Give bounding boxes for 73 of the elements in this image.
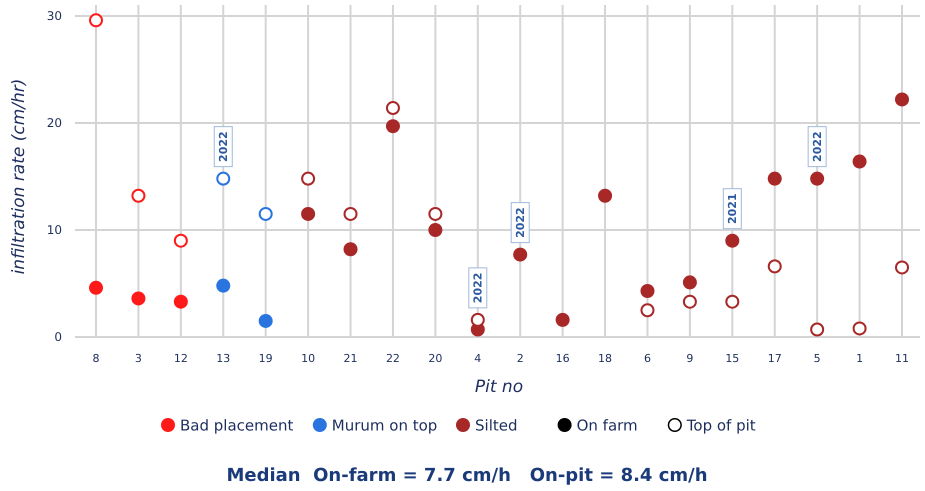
- point: [852, 321, 867, 336]
- point: [640, 303, 654, 318]
- annotation: 2022: [811, 131, 824, 162]
- x-tick-label: 10: [301, 352, 316, 365]
- x-tick-label: 21: [344, 352, 358, 365]
- point: [258, 314, 273, 328]
- text: On farm: [576, 416, 638, 434]
- point: [386, 101, 400, 116]
- y-tick-label: 30: [46, 9, 62, 24]
- point: [682, 275, 697, 290]
- x-tick-label: 6: [644, 352, 651, 365]
- point: [428, 206, 442, 221]
- point: [89, 280, 103, 295]
- point: [344, 242, 358, 256]
- text: Median On-farm = 7.7 cm/h On-pit = 8.4 cm/h: [226, 465, 708, 486]
- point: [344, 206, 358, 221]
- x-tick-label: 19: [258, 352, 273, 365]
- point: [895, 92, 909, 106]
- x-axis-title: Pit no: [474, 377, 524, 397]
- x-tick-label: 8: [92, 352, 100, 365]
- point: [768, 172, 782, 186]
- point: [131, 291, 146, 306]
- point: [428, 223, 442, 237]
- point: [682, 294, 697, 309]
- x-tick-label: 4: [474, 352, 482, 365]
- point: [386, 119, 400, 134]
- point: [216, 278, 230, 293]
- point: [174, 234, 188, 248]
- x-tick-label: 13: [216, 352, 230, 365]
- x-tick-label: 3: [134, 352, 142, 365]
- x-tick-label: 18: [598, 352, 612, 365]
- point: [852, 154, 867, 169]
- point: [174, 294, 188, 309]
- point: [725, 294, 740, 309]
- annotation: 2022: [217, 131, 230, 162]
- point: [598, 188, 612, 203]
- y-axis-title: infiltration rate (cm/hr): [9, 78, 29, 274]
- point: [301, 206, 316, 221]
- x-tick-label: 5: [814, 352, 821, 365]
- point: [301, 172, 316, 186]
- x-tick-label: 16: [556, 352, 570, 365]
- x-tick-label: 9: [686, 352, 694, 365]
- point: [768, 259, 782, 274]
- x-tick-label: 11: [895, 352, 909, 365]
- y-tick-label: 20: [46, 116, 62, 130]
- point: [131, 188, 146, 203]
- point: [640, 284, 654, 298]
- legend-label: Murum on top: [332, 416, 438, 434]
- annotation: 2022: [472, 272, 485, 304]
- text: Top of pit: [686, 416, 756, 434]
- point: [258, 206, 273, 221]
- x-tick-label: 2: [516, 352, 524, 365]
- point: [556, 312, 570, 327]
- legend-label: Silted: [475, 416, 518, 434]
- y-tick-label: 0: [54, 330, 62, 344]
- point: [470, 312, 485, 327]
- point: [216, 172, 230, 186]
- x-tick-label: 17: [768, 352, 782, 365]
- annotation: 2022: [514, 207, 528, 238]
- point: [810, 172, 824, 186]
- point: [89, 13, 103, 28]
- x-tick-label: 12: [174, 352, 188, 365]
- annotation: 2021: [726, 193, 740, 224]
- point: [810, 322, 824, 337]
- x-tick-label: 20: [428, 352, 442, 365]
- point: [725, 234, 740, 248]
- point: [513, 248, 528, 262]
- x-tick-label: 1: [856, 352, 864, 365]
- x-tick-label: 15: [725, 352, 740, 365]
- point: [895, 260, 909, 274]
- legend-label: Bad placement: [180, 416, 294, 434]
- y-tick-label: 10: [46, 223, 62, 238]
- x-tick-label: 22: [386, 352, 400, 365]
